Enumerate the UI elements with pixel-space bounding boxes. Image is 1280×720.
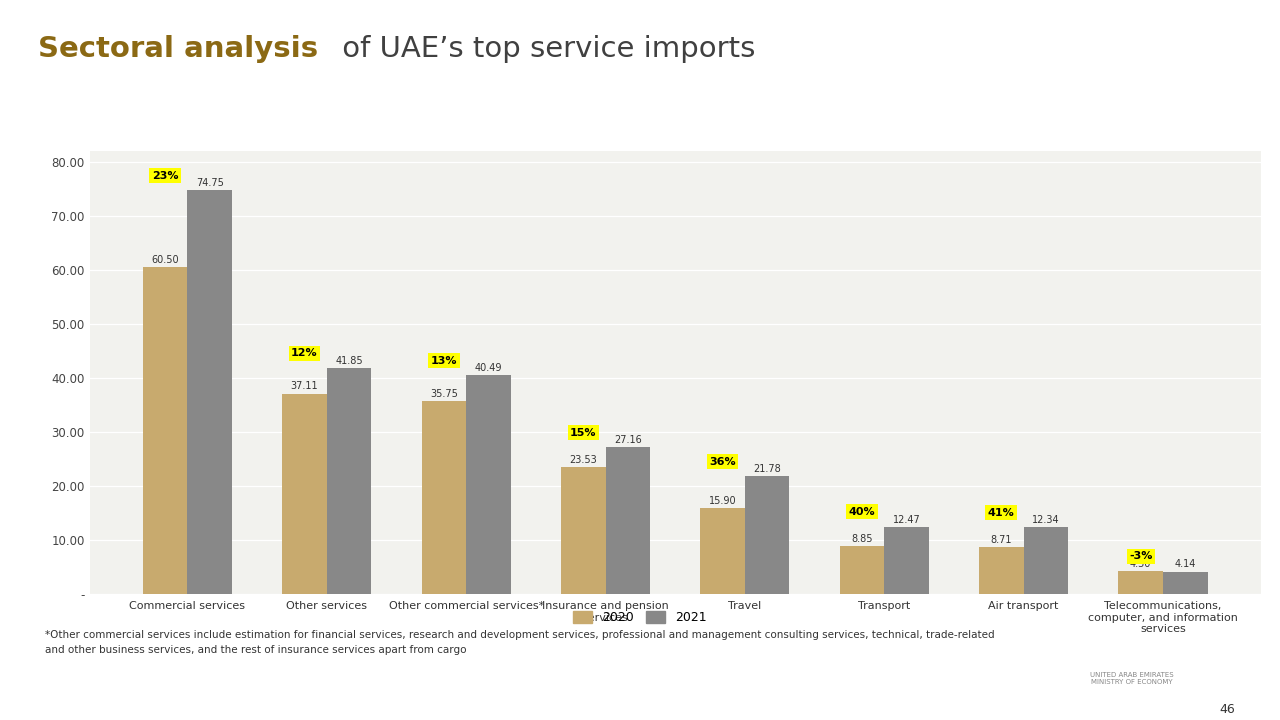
- Text: 8.71: 8.71: [991, 535, 1012, 545]
- Text: *Other commercial services include estimation for financial services, research a: *Other commercial services include estim…: [45, 630, 995, 654]
- Text: 13%: 13%: [430, 356, 457, 366]
- Text: 60.50: 60.50: [151, 255, 179, 265]
- Bar: [979, 547, 1024, 594]
- Bar: [840, 546, 884, 594]
- Bar: [745, 477, 790, 594]
- Text: 37.11: 37.11: [291, 382, 319, 392]
- Bar: [1164, 572, 1207, 594]
- Text: UNITED ARAB EMIRATES
MINISTRY OF ECONOMY: UNITED ARAB EMIRATES MINISTRY OF ECONOMY: [1089, 672, 1174, 685]
- Text: 41%: 41%: [988, 508, 1015, 518]
- Bar: [466, 375, 511, 594]
- Text: 15%: 15%: [570, 428, 596, 438]
- Text: 40%: 40%: [849, 507, 876, 517]
- Bar: [1024, 527, 1069, 594]
- Text: 21.78: 21.78: [754, 464, 781, 474]
- Text: 12.47: 12.47: [892, 515, 920, 524]
- Bar: [605, 447, 650, 594]
- Text: 8.85: 8.85: [851, 534, 873, 544]
- Bar: [143, 267, 187, 594]
- Bar: [561, 467, 605, 594]
- Text: -3%: -3%: [1129, 551, 1152, 561]
- Text: 4.30: 4.30: [1130, 559, 1151, 569]
- Text: 27.16: 27.16: [614, 435, 641, 445]
- Text: 36%: 36%: [709, 456, 736, 467]
- Text: 40.49: 40.49: [475, 363, 502, 373]
- Bar: [421, 401, 466, 594]
- Text: 23%: 23%: [152, 171, 178, 181]
- Bar: [1119, 571, 1164, 594]
- Bar: [187, 190, 232, 594]
- Bar: [700, 508, 745, 594]
- Text: Sectoral analysis: Sectoral analysis: [38, 35, 319, 63]
- Text: 12.34: 12.34: [1032, 516, 1060, 525]
- Bar: [884, 526, 929, 594]
- Text: 74.75: 74.75: [196, 178, 224, 188]
- Text: 23.53: 23.53: [570, 455, 596, 465]
- Text: 46: 46: [1220, 703, 1235, 716]
- Text: of UAE’s top service imports: of UAE’s top service imports: [333, 35, 755, 63]
- Text: 15.90: 15.90: [709, 496, 736, 506]
- Legend: 2020, 2021: 2020, 2021: [568, 606, 712, 629]
- Text: 12%: 12%: [291, 348, 317, 359]
- Text: UAE top imported  services (In US$ bn, 2020 – 2021), % change: UAE top imported services (In US$ bn, 20…: [385, 123, 927, 138]
- Bar: [282, 394, 326, 594]
- Text: 4.14: 4.14: [1175, 559, 1196, 570]
- Bar: [326, 368, 371, 594]
- Text: 41.85: 41.85: [335, 356, 364, 366]
- Text: 35.75: 35.75: [430, 389, 458, 399]
